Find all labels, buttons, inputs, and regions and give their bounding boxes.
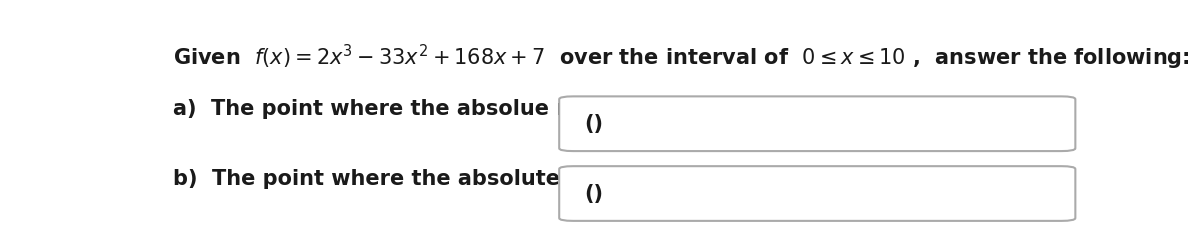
Text: (): () xyxy=(584,114,604,134)
Text: a)  The point where the absolue minimum occurs:: a) The point where the absolue minimum o… xyxy=(173,99,758,119)
FancyBboxPatch shape xyxy=(559,166,1075,221)
Text: Given  $f(x) = 2x^3 - 33x^2 + 168x + 7$  over the interval of  $0 \leq x \leq 10: Given $f(x) = 2x^3 - 33x^2 + 168x + 7$ o… xyxy=(173,43,1190,72)
Text: (): () xyxy=(584,184,604,204)
Text: b)  The point where the absolute maximum occurs:: b) The point where the absolute maximum … xyxy=(173,169,775,189)
FancyBboxPatch shape xyxy=(559,96,1075,151)
